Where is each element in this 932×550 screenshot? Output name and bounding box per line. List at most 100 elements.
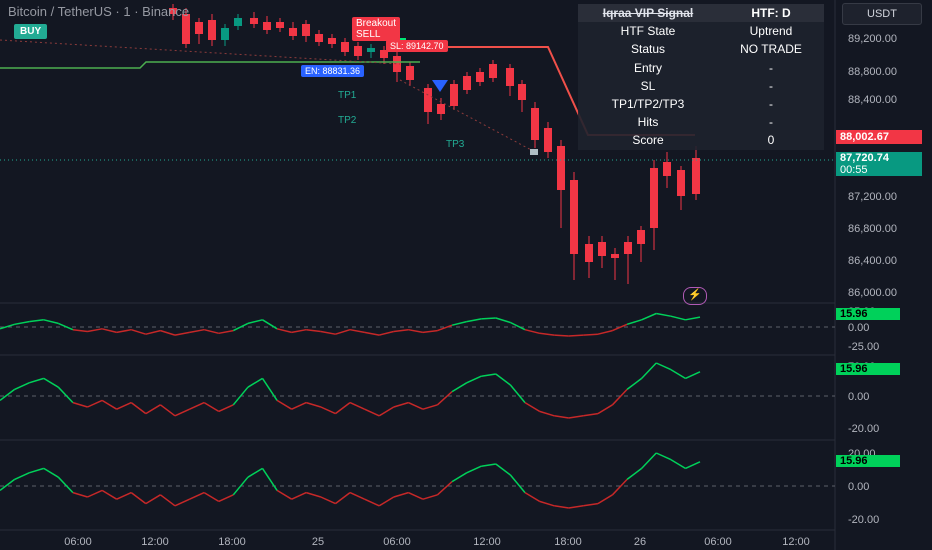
indicator-segment <box>510 321 526 331</box>
dotted-line <box>0 39 401 65</box>
indicator-segment <box>437 324 453 332</box>
indicator-segment <box>116 401 132 410</box>
indicator-segment <box>0 478 16 491</box>
row-value: - <box>769 97 773 112</box>
indicator-segment <box>524 401 540 413</box>
time-axis-label: 12:00 <box>141 536 169 548</box>
symbol-title[interactable]: Bitcoin / TetherUS · 1 · Binance <box>8 4 190 19</box>
indicator-segment <box>131 328 147 335</box>
lightning-icon[interactable]: ⚡ <box>683 287 707 305</box>
currency-selector[interactable]: USDT <box>842 3 922 25</box>
sl-label: SL: 89142.70 <box>386 40 448 52</box>
indicator-segment <box>611 388 628 406</box>
candle-body <box>570 180 578 254</box>
indicator-segment <box>393 401 409 408</box>
candle-body <box>302 24 310 36</box>
indicator-segment <box>130 492 147 505</box>
bar-countdown: 00:55 <box>840 164 868 176</box>
indicator-segment <box>159 494 176 507</box>
indicator-segment <box>495 463 511 476</box>
indicator-segment <box>0 323 15 330</box>
indicator-segment <box>349 401 365 410</box>
indicator-segment <box>597 494 613 505</box>
indicator-segment <box>481 463 496 467</box>
indicator-segment <box>189 491 205 500</box>
indicator-segment <box>568 415 584 419</box>
indicator-segment <box>306 328 321 333</box>
time-axis-label: 06:00 <box>704 536 732 548</box>
candle-body <box>263 22 271 30</box>
time-axis-label: 25 <box>312 536 324 548</box>
indicator-segment <box>583 502 599 507</box>
indicator-segment <box>116 328 132 334</box>
candle-body <box>557 146 565 190</box>
row-key: Status <box>630 42 666 57</box>
tp3-label: TP3 <box>446 139 465 150</box>
indicator-segment <box>276 328 292 334</box>
candle-body <box>169 8 177 14</box>
indicator-axis-label: 0.00 <box>848 322 869 334</box>
indicator-segment <box>378 496 395 507</box>
indicator-segment <box>261 467 278 491</box>
price-axis-label: 86,800.00 <box>848 223 897 235</box>
indicator-segment <box>262 319 278 330</box>
indicator-segment <box>43 377 59 388</box>
indicator-segment <box>291 401 307 410</box>
time-axis-label: 06:00 <box>64 536 92 548</box>
indicator-segment <box>539 500 555 507</box>
indicator-axis-label: -25.00 <box>848 341 879 353</box>
candle-body <box>663 162 671 176</box>
indicator-segment <box>189 328 205 334</box>
candle-body <box>677 170 685 196</box>
indicator-segment <box>466 375 482 384</box>
indicator-segment <box>349 491 365 500</box>
signal-table-htf: HTF: D <box>751 6 791 21</box>
candle-body <box>393 56 401 72</box>
indicator-segment <box>174 498 190 507</box>
row-value: - <box>769 78 773 93</box>
indicator-segment <box>28 377 44 384</box>
candle-body <box>611 254 619 258</box>
indicator-segment <box>509 474 526 494</box>
indicator-segment <box>160 329 176 336</box>
candle-body <box>585 244 593 262</box>
row-value: - <box>769 115 773 130</box>
indicator-segment <box>116 491 132 500</box>
indicator-segment <box>306 401 322 408</box>
indicator-segment <box>612 323 628 332</box>
indicator-segment <box>145 494 161 505</box>
indicator-segment <box>203 401 220 413</box>
candle-body <box>598 242 606 256</box>
indicator-segment <box>320 496 336 505</box>
indicator-segment <box>320 330 336 335</box>
indicator-segment <box>378 330 394 336</box>
indicator-segment <box>685 461 701 470</box>
candle-body <box>341 42 349 52</box>
indicator-segment <box>87 489 103 498</box>
entry-label: EN: 88831.36 <box>301 65 365 77</box>
dotted-line <box>399 79 536 153</box>
indicator-segment <box>145 404 161 415</box>
indicator-segment <box>626 467 643 480</box>
indicator-segment <box>583 333 598 336</box>
sell-triangle <box>432 80 448 92</box>
indicator-segment <box>436 391 453 406</box>
indicator-segment <box>554 415 569 419</box>
indicator-segment <box>101 328 117 334</box>
indicator-axis-label: 0.00 <box>848 481 869 493</box>
indicator-segment <box>466 318 482 323</box>
indicator-segment <box>685 316 701 321</box>
indicator-segment <box>495 373 511 386</box>
indicator-segment <box>495 317 511 324</box>
candle-body <box>276 22 284 28</box>
indicator-segment <box>87 399 103 408</box>
indicator-segment <box>218 329 234 335</box>
indicator-segment <box>422 404 438 410</box>
indicator-segment <box>14 382 30 391</box>
indicator-segment <box>641 362 657 379</box>
indicator-segment <box>218 404 234 413</box>
indicator-segment <box>189 401 205 410</box>
last-price-tag: 88,002.67 <box>836 130 922 144</box>
candle-body <box>234 18 242 26</box>
